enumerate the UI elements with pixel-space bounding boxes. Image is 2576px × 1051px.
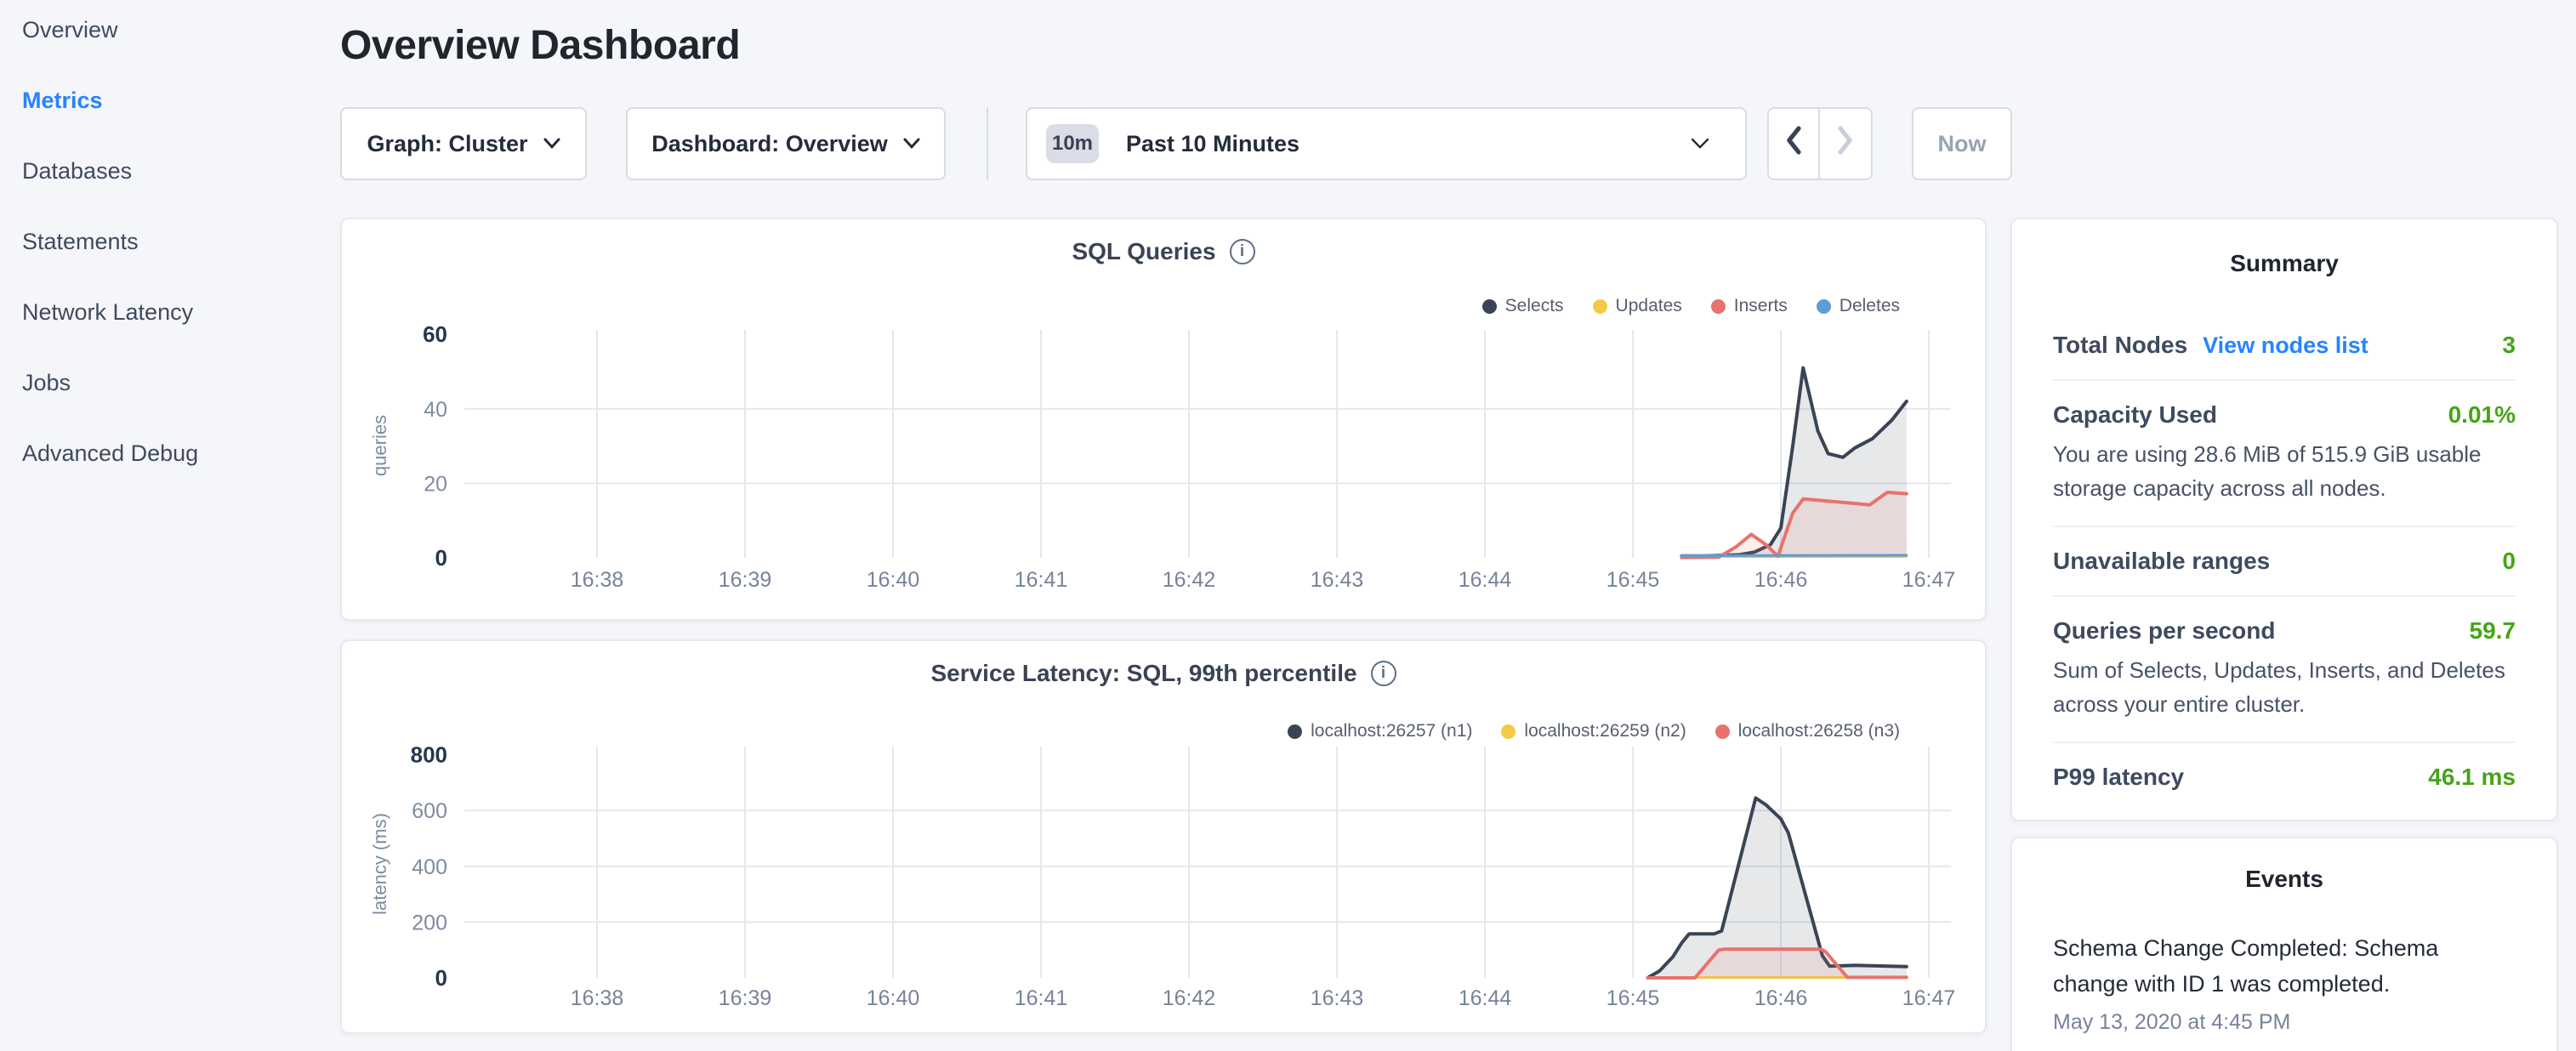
sidebar-item-advanced-debug[interactable]: Advanced Debug: [22, 440, 340, 471]
sidebar: Overview Metrics Databases Statements Ne…: [0, 0, 340, 1051]
summary-label: Unavailable ranges: [2053, 548, 2270, 575]
summary-description: You are using 28.6 MiB of 515.9 GiB usab…: [2053, 437, 2516, 505]
time-range-dropdown[interactable]: 10m Past 10 Minutes: [1026, 107, 1747, 180]
svg-text:latency (ms): latency (ms): [369, 813, 390, 915]
svg-text:16:40: 16:40: [867, 568, 920, 592]
summary-value: 3: [2502, 332, 2516, 359]
svg-text:16:41: 16:41: [1015, 568, 1068, 592]
svg-text:16:44: 16:44: [1459, 568, 1512, 592]
summary-description: Sum of Selects, Updates, Inserts, and De…: [2053, 653, 2516, 721]
svg-text:16:45: 16:45: [1606, 568, 1660, 592]
svg-text:20: 20: [424, 472, 447, 496]
sidebar-item-jobs[interactable]: Jobs: [22, 370, 340, 401]
svg-text:16:44: 16:44: [1459, 986, 1512, 1010]
summary-panel: Summary Total Nodes View nodes list 3 Ca…: [2010, 218, 2558, 821]
service-latency-chart-panel: Service Latency: SQL, 99th percentile lo…: [340, 639, 1987, 1034]
chevron-down-icon: [903, 138, 920, 150]
chevron-down-icon: [543, 138, 560, 150]
sql-queries-chart: 16:38 16:39 16:40 16:41 16:42 16:43 16:44 16:45…: [342, 219, 1988, 622]
summary-value: 46.1 ms: [2428, 764, 2516, 791]
events-title: Events: [2053, 866, 2516, 893]
svg-text:16:43: 16:43: [1311, 568, 1364, 592]
dashboard-select-dropdown[interactable]: Dashboard: Overview: [626, 107, 946, 180]
summary-label: Capacity Used: [2053, 401, 2217, 429]
chevron-right-icon: [1837, 125, 1854, 162]
svg-text:16:47: 16:47: [1902, 986, 1956, 1010]
view-nodes-list-link[interactable]: View nodes list: [2203, 332, 2368, 359]
svg-text:16:42: 16:42: [1163, 568, 1216, 592]
svg-text:40: 40: [424, 398, 447, 422]
svg-text:16:43: 16:43: [1311, 986, 1364, 1010]
next-time-window-button[interactable]: [1820, 109, 1871, 179]
svg-text:16:41: 16:41: [1015, 986, 1068, 1010]
sidebar-item-databases[interactable]: Databases: [22, 158, 340, 189]
svg-text:16:38: 16:38: [571, 568, 624, 592]
summary-label: P99 latency: [2053, 764, 2184, 791]
summary-value: 59.7: [2470, 617, 2516, 645]
graph-select-dropdown[interactable]: Graph: Cluster: [340, 107, 587, 180]
svg-text:16:46: 16:46: [1754, 568, 1808, 592]
svg-text:200: 200: [412, 911, 447, 935]
svg-text:0: 0: [435, 545, 447, 571]
svg-text:16:46: 16:46: [1754, 986, 1808, 1010]
summary-row-total-nodes: Total Nodes View nodes list 3: [2053, 311, 2516, 379]
svg-text:16:47: 16:47: [1902, 568, 1956, 592]
sidebar-item-network-latency[interactable]: Network Latency: [22, 299, 340, 330]
page-title: Overview Dashboard: [340, 22, 740, 69]
summary-label: Total Nodes: [2053, 332, 2187, 359]
summary-value: 0: [2502, 548, 2516, 575]
sidebar-item-metrics[interactable]: Metrics: [22, 88, 340, 118]
summary-row-capacity-used: Capacity Used 0.01% You are using 28.6 M…: [2053, 379, 2516, 526]
svg-text:16:42: 16:42: [1163, 986, 1216, 1010]
svg-text:16:45: 16:45: [1606, 986, 1660, 1010]
sidebar-item-overview[interactable]: Overview: [22, 17, 340, 48]
sql-queries-chart-panel: SQL Queries Selects Updates Inserts Dele…: [340, 218, 1987, 621]
svg-text:16:39: 16:39: [719, 568, 772, 592]
dashboard-select-label: Dashboard: Overview: [651, 131, 888, 157]
svg-text:16:39: 16:39: [719, 986, 772, 1010]
svg-text:800: 800: [411, 742, 447, 768]
summary-row-p99-latency: P99 latency 46.1 ms: [2053, 741, 2516, 811]
controls-divider: [987, 107, 988, 180]
time-range-badge: 10m: [1046, 124, 1099, 163]
event-timestamp: May 13, 2020 at 4:45 PM: [2053, 1010, 2516, 1035]
event-list-item: Schema Change Completed: Schema change w…: [2053, 930, 2516, 1035]
svg-text:queries: queries: [369, 415, 390, 476]
svg-text:60: 60: [423, 321, 447, 347]
event-text: Schema Change Completed: Schema change w…: [2053, 930, 2516, 1002]
service-latency-chart: 16:38 16:39 16:40 16:41 16:42 16:43 16:44 16:45…: [342, 641, 1988, 1036]
time-pager: [1767, 107, 1873, 180]
graph-select-label: Graph: Cluster: [367, 131, 527, 157]
time-range-label: Past 10 Minutes: [1126, 131, 1299, 157]
summary-label: Queries per second: [2053, 617, 2275, 645]
summary-row-unavailable-ranges: Unavailable ranges 0: [2053, 526, 2516, 595]
db-console-page: Overview Metrics Databases Statements Ne…: [0, 0, 2576, 1051]
summary-value: 0.01%: [2448, 401, 2516, 429]
summary-row-queries-per-second: Queries per second 59.7 Sum of Selects, …: [2053, 595, 2516, 741]
svg-text:16:40: 16:40: [867, 986, 920, 1010]
chevron-left-icon: [1785, 125, 1802, 162]
svg-text:16:38: 16:38: [571, 986, 624, 1010]
summary-title: Summary: [2053, 250, 2516, 277]
events-panel: Events Schema Change Completed: Schema c…: [2010, 837, 2558, 1051]
svg-text:0: 0: [435, 965, 447, 991]
svg-text:600: 600: [412, 799, 447, 823]
previous-time-window-button[interactable]: [1769, 109, 1820, 179]
svg-text:400: 400: [412, 855, 447, 879]
sidebar-item-statements[interactable]: Statements: [22, 229, 340, 259]
chevron-down-icon: [1691, 138, 1709, 150]
now-button[interactable]: Now: [1912, 107, 2012, 180]
